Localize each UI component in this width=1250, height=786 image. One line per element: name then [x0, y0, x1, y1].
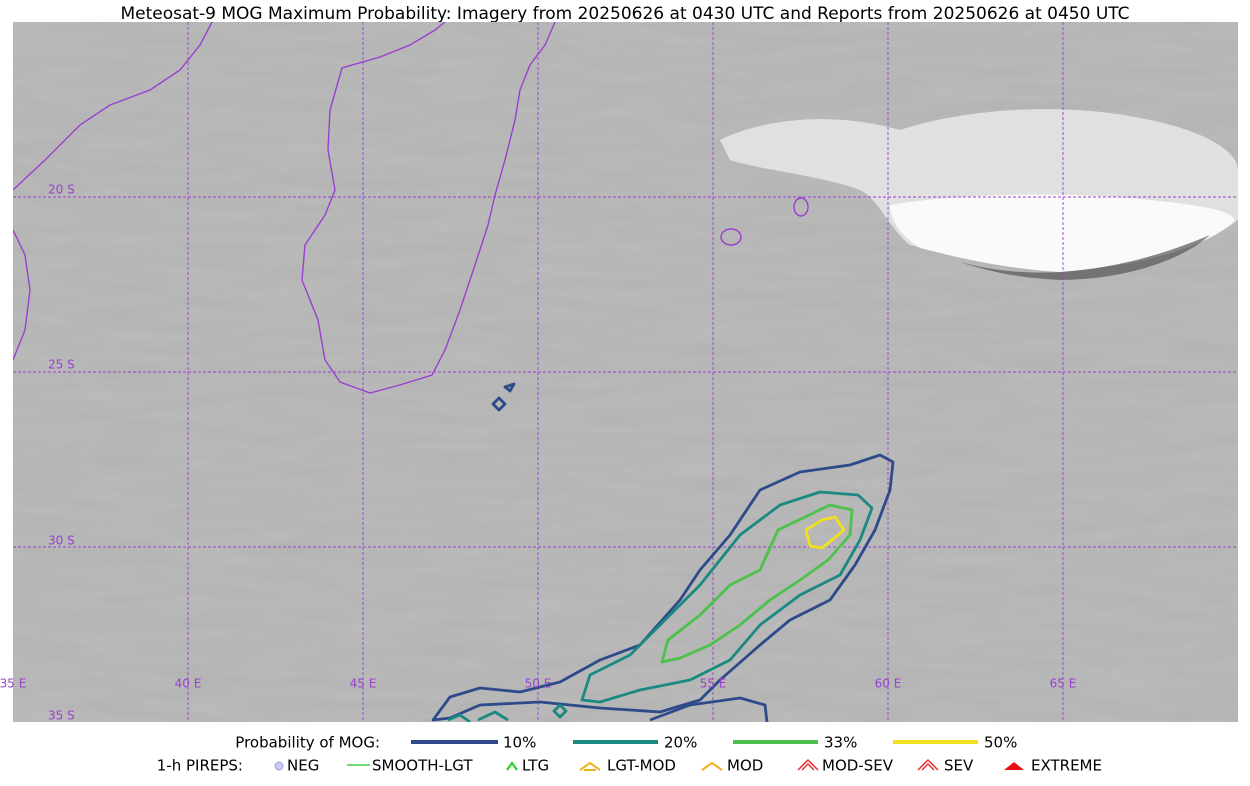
- longitude-label: 40 E: [175, 677, 202, 691]
- lgt-mod-icon: [579, 761, 601, 771]
- legend-label: EXTREME: [1031, 757, 1102, 775]
- map-title: Meteosat-9 MOG Maximum Probability: Imag…: [120, 4, 1129, 24]
- map-area: [13, 22, 1238, 722]
- latitude-label: 35 S: [48, 709, 75, 723]
- longitude-label: 45 E: [350, 677, 377, 691]
- legend-label: MOD-SEV: [822, 757, 894, 775]
- legend-label: 10%: [503, 734, 536, 752]
- cloud-core: [890, 194, 1235, 272]
- cloud-shadow: [960, 235, 1210, 280]
- mod-icon: [701, 761, 723, 771]
- legend-title: 1-h PIREPS:: [157, 757, 243, 775]
- legend-label: 33%: [824, 734, 857, 752]
- legend-label: SMOOTH-LGT: [372, 757, 473, 775]
- legend-title: Probability of MOG:: [235, 734, 380, 752]
- extreme-icon: [1004, 762, 1024, 770]
- longitude-label: 65 E: [1050, 677, 1077, 691]
- pireps-legend: 1-h PIREPS: NEG SMOOTH-LGT LTG LGT-MOD M…: [157, 757, 1102, 775]
- legend-label: 50%: [984, 734, 1017, 752]
- longitude-label: 35 E: [0, 677, 26, 691]
- latitude-label: 30 S: [48, 534, 75, 548]
- mog-contours: [431, 382, 895, 722]
- longitude-label: 50 E: [525, 677, 552, 691]
- latitude-label: 20 S: [48, 183, 75, 197]
- legend-label: LTG: [522, 757, 549, 775]
- legend-label: MOD: [727, 757, 763, 775]
- neg-icon: [274, 761, 284, 771]
- sev-icon: [917, 758, 939, 771]
- legend-label: SEV: [944, 757, 974, 775]
- legend-label: 20%: [664, 734, 697, 752]
- longitude-label: 60 E: [875, 677, 902, 691]
- longitude-label: 55 E: [700, 677, 727, 691]
- legend-label: NEG: [287, 757, 319, 775]
- latitude-label: 25 S: [48, 358, 75, 372]
- legend-label: LGT-MOD: [607, 757, 676, 775]
- mod-sev-icon: [797, 758, 819, 771]
- graticule-labels: 20 S 25 S 30 S 35 S 35 E 40 E 45 E 50 E …: [0, 183, 1076, 723]
- coastlines: [13, 22, 809, 394]
- mog-legend: Probability of MOG: 10% 20% 33% 50%: [235, 734, 1017, 752]
- ltg-icon: [506, 761, 518, 771]
- graticule: [13, 22, 1238, 722]
